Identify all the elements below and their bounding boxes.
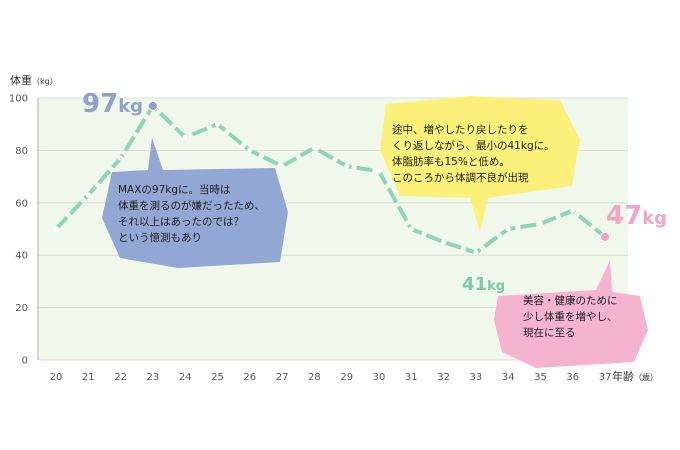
x-tick-25: 25 (211, 372, 224, 383)
y-tick-80: 80 (15, 146, 28, 157)
min-value-unit: kg (487, 279, 505, 294)
data-point-29 (344, 163, 350, 169)
data-point-22 (118, 155, 124, 161)
data-point-24 (182, 134, 188, 140)
y-tick-20: 20 (15, 303, 28, 314)
annotation-text-min-0: 途中、増やしたり戻したりを (392, 123, 529, 136)
x-tick-34: 34 (502, 372, 515, 383)
y-axis-label: 体重（kg） (10, 73, 58, 87)
x-tick-32: 32 (437, 372, 450, 383)
annotation-bubble-current (494, 260, 648, 368)
current-value-number: 47 (606, 201, 642, 231)
x-tick-31: 31 (405, 372, 418, 383)
data-point-21 (85, 192, 91, 198)
min-value-label: 41kg (462, 274, 505, 295)
x-tick-21: 21 (82, 372, 95, 383)
data-point-27 (279, 163, 285, 169)
annotation-text-min-2: 体脂肪率も15%と低め。 (392, 155, 510, 168)
annotation-text-max-1: 体重を測るのが嫌だったため、 (118, 199, 265, 212)
annotation-text-min-1: くり返しながら、最小の41kgに。 (392, 139, 555, 152)
x-tick-22: 22 (114, 372, 127, 383)
max-value-number: 97 (82, 89, 118, 119)
x-tick-36: 36 (566, 372, 579, 383)
data-point-33 (473, 250, 479, 256)
data-point-25 (215, 121, 220, 127)
data-point-36 (570, 208, 576, 214)
annotation-text-current-1: 少し体重を増やし、 (523, 310, 618, 323)
annotation-text-max-2: それ以上はあったのでは？ (118, 216, 244, 228)
x-tick-20: 20 (50, 372, 63, 383)
max-value-unit: kg (118, 96, 143, 117)
min-value-number: 41 (462, 274, 487, 295)
annotation-bubble-min (380, 96, 580, 232)
annotation-text-max-3: という憶測もあり (118, 231, 202, 244)
max-value-label: 97kg (82, 89, 143, 119)
x-tick-26: 26 (243, 372, 256, 383)
y-tick-40: 40 (15, 251, 28, 262)
annotation-text-min-3: このころから体調不良が出現 (392, 171, 529, 184)
series-line-group (53, 100, 611, 256)
annotation-min: 途中、増やしたり戻したりをくり返しながら、最小の41kgに。体脂肪率も15%と低… (380, 96, 580, 232)
x-tick-30: 30 (373, 372, 386, 383)
x-tick-33: 33 (470, 372, 483, 383)
x-tick-28: 28 (308, 372, 321, 383)
max-point-23 (147, 100, 158, 111)
current-value-label: 47kg (606, 201, 667, 231)
x-tick-37: 37 (599, 372, 612, 383)
data-point-35 (538, 221, 543, 227)
data-point-26 (247, 147, 253, 153)
annotation-text-current-0: 美容・健康のために (523, 294, 618, 307)
data-point-34 (505, 226, 511, 232)
current-value-unit: kg (642, 208, 667, 229)
y-tick-60: 60 (15, 198, 28, 209)
x-tick-29: 29 (340, 372, 353, 383)
x-tick-27: 27 (276, 372, 289, 383)
x-axis-label: 年齢（歳） (612, 369, 658, 383)
current-point-37 (600, 231, 611, 242)
x-tick-35: 35 (534, 372, 547, 383)
data-point-32 (441, 239, 447, 245)
series-line (54, 103, 607, 255)
annotation-bubble-max (102, 138, 288, 268)
x-tick-23: 23 (147, 372, 160, 383)
annotation-text-current-2: 現在に至る (523, 327, 576, 339)
data-point-31 (408, 226, 414, 232)
annotation-text-max-0: MAXの97kgに。当時は (118, 183, 231, 196)
y-tick-labels: 0 20 40 60 80 100 (9, 94, 28, 367)
x-tick-labels: 20 21 22 23 24 25 26 27 28 29 30 31 32 33 34 35 36 37 (50, 372, 612, 383)
y-tick-100: 100 (9, 94, 28, 105)
data-point-20 (53, 226, 59, 232)
y-tick-0: 0 (22, 356, 28, 367)
data-point-28 (311, 145, 317, 151)
x-tick-24: 24 (179, 372, 192, 383)
data-point-30 (376, 168, 382, 174)
